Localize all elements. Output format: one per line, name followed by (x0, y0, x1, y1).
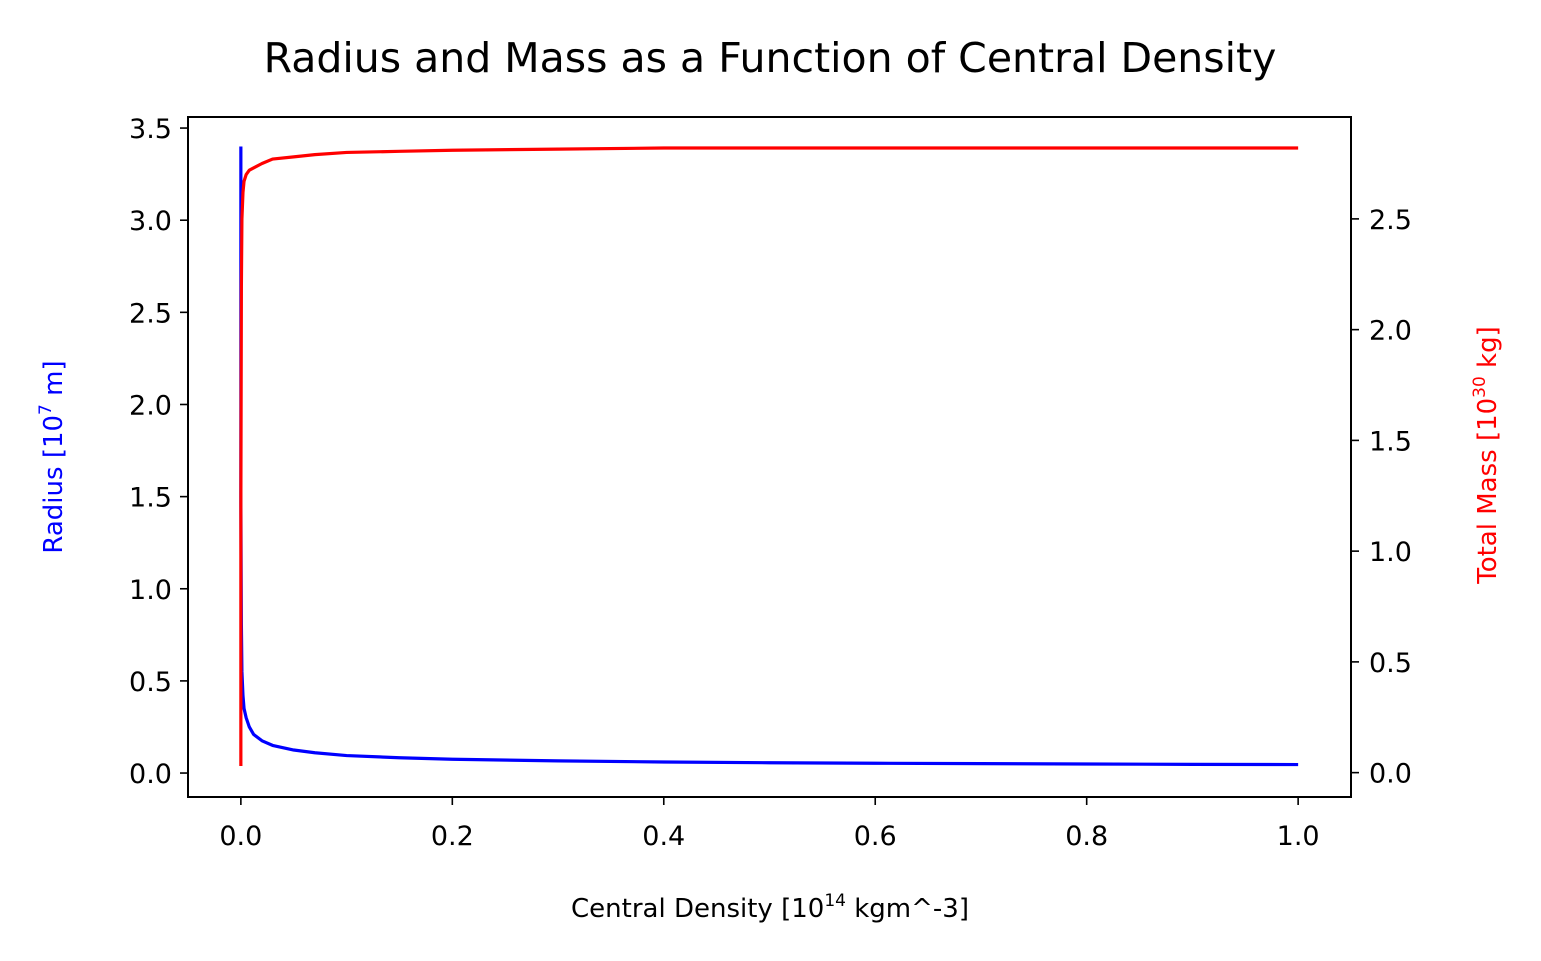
y-axis-left-label: Radius [107 m] (36, 360, 69, 553)
y-left-tick-label: 3.5 (129, 114, 172, 145)
x-tick-label: 0.2 (431, 821, 474, 852)
x-axis-label: Central Density [1014 kgm^-3] (571, 891, 969, 924)
y-right-tick-label: 2.0 (1369, 316, 1412, 347)
y-left-tick-label: 1.0 (129, 575, 172, 606)
y-right-tick-label: 1.5 (1369, 426, 1412, 457)
y-axis-right-label-sup: 30 (1470, 376, 1490, 398)
y-left-tick-label: 3.0 (129, 206, 172, 237)
chart-title: Radius and Mass as a Function of Central… (264, 34, 1277, 82)
x-tick-label: 0.6 (854, 821, 897, 852)
y-axis-right-label-pre: Total Mass [10 (1473, 398, 1503, 585)
y-left-tick-label: 1.5 (129, 483, 172, 514)
x-tick-label: 0.0 (219, 821, 262, 852)
x-axis-label-post: kgm^-3] (846, 894, 969, 924)
y-right-tick-label: 2.5 (1369, 205, 1412, 236)
y-axis-left-label-pre: Radius [10 (39, 415, 69, 554)
plot-area: 0.0 0.2 0.4 0.6 0.8 1.0 0.0 0.5 1.0 1.5 2.0 2.5 3.0 3… (129, 114, 1412, 852)
x-tick-label: 1.0 (1277, 821, 1320, 852)
radius-series-line (239, 146, 1299, 767)
y-left-tick-label: 2.5 (129, 298, 172, 329)
y-axis-left-label-post: m] (39, 360, 69, 404)
x-axis-label-pre: Central Density [10 (571, 894, 824, 924)
y-axis-left-label-sup: 7 (36, 404, 56, 415)
x-tick-label: 0.4 (642, 821, 685, 852)
total-mass-series-line (239, 146, 1299, 766)
x-tick-label: 0.8 (1065, 821, 1108, 852)
y-left-tick-label: 0.0 (129, 759, 172, 790)
y-left-tick-label: 2.0 (129, 390, 172, 421)
plot-frame (187, 116, 1352, 798)
y-left-tick-label: 0.5 (129, 667, 172, 698)
y-right-tick-label: 0.0 (1369, 759, 1412, 790)
y-axis-right-label: Total Mass [1030 kg] (1470, 326, 1503, 585)
y-axis-right-label-post: kg] (1473, 326, 1503, 376)
x-axis-label-sup: 14 (824, 891, 846, 911)
y-right-tick-label: 0.5 (1369, 648, 1412, 679)
y-right-tick-label: 1.0 (1369, 537, 1412, 568)
